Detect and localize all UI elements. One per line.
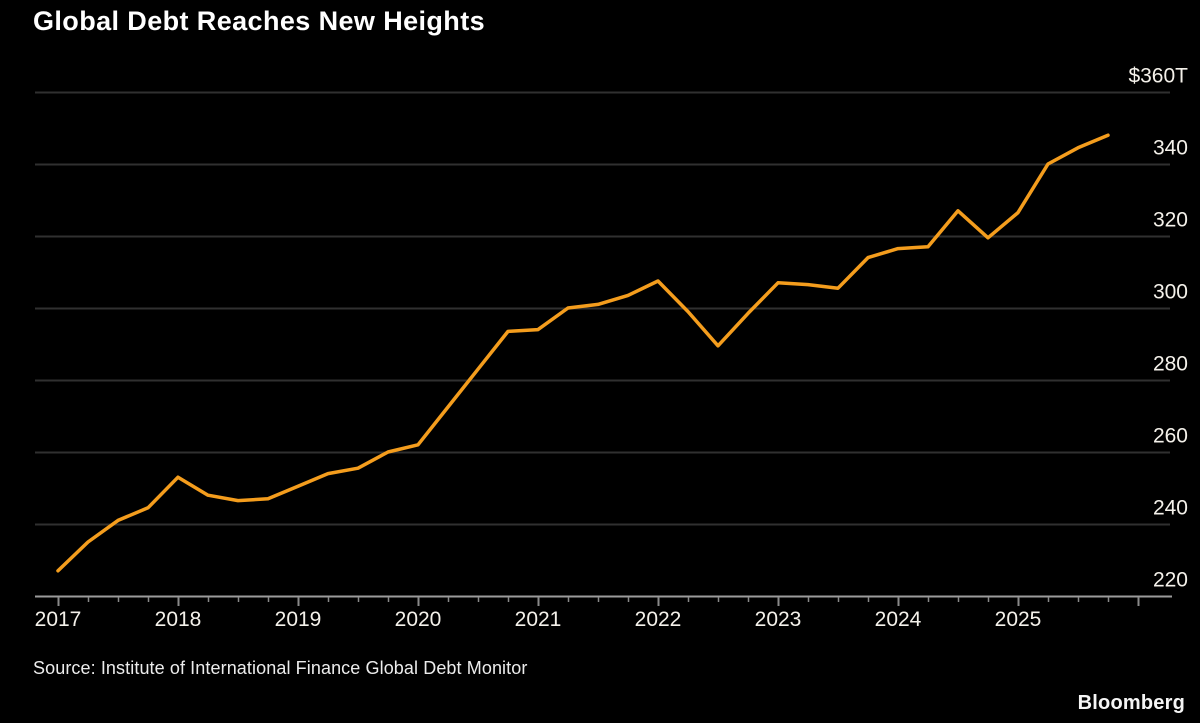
x-tick-label: 2017 <box>35 608 82 631</box>
x-axis-labels: 2017 2018 2019 2020 2021 2022 2023 2024 2025 <box>35 608 1042 631</box>
x-tick-label: 2021 <box>515 608 562 631</box>
global-debt-line <box>56 133 1110 573</box>
x-tick-label: 2019 <box>275 608 322 631</box>
y-tick-label: 300 <box>1153 281 1188 304</box>
x-tick-label: 2023 <box>755 608 802 631</box>
y-tick-label: 220 <box>1153 569 1188 592</box>
chart-title: Global Debt Reaches New Heights <box>33 6 486 36</box>
x-tick-label: 2018 <box>155 608 202 631</box>
x-tick-label: 2022 <box>635 608 682 631</box>
y-tick-label: 260 <box>1153 425 1188 448</box>
bloomberg-logo: Bloomberg <box>1077 692 1185 714</box>
x-axis-ticks <box>57 597 1140 606</box>
x-tick-label: 2024 <box>875 608 922 631</box>
y-tick-label: 280 <box>1153 353 1188 376</box>
y-axis-labels: $360T 340 320 300 280 260 240 220 <box>1128 65 1188 592</box>
x-tick-label: 2020 <box>395 608 442 631</box>
x-tick-label: 2025 <box>995 608 1042 631</box>
y-tick-label: $360T <box>1128 65 1188 88</box>
y-tick-label: 320 <box>1153 209 1188 232</box>
gridlines-group <box>35 91 1170 526</box>
y-tick-label: 240 <box>1153 497 1188 520</box>
source-attribution: Source: Institute of International Finan… <box>33 658 528 678</box>
y-tick-label: 340 <box>1153 137 1188 160</box>
